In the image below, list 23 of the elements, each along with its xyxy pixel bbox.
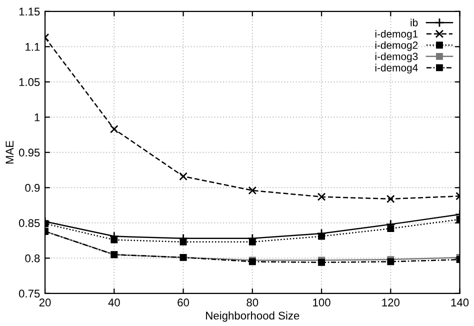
x-tick-label: 60 [178, 298, 190, 306]
x-tick-label: 20 [39, 298, 51, 306]
y-tick-label: 0.85 [18, 219, 40, 228]
y-tick-label: 0.9 [25, 184, 40, 192]
y-tick-label: 0.75 [18, 290, 40, 298]
x-tick-label: 100 [313, 298, 330, 306]
y-tick-label: 0.8 [25, 254, 40, 262]
y-tick-label: 0.95 [18, 148, 40, 157]
legend-label: i-demog2 [375, 41, 418, 51]
legend-label: i-demog3 [375, 52, 418, 62]
x-axis-title: Neighborhood Size [206, 311, 300, 322]
y-tick-label: 1.15 [19, 8, 40, 16]
y-tick-label: 1.1 [26, 43, 40, 51]
legend-label: ib [410, 18, 418, 26]
y-axis-title: MAE [6, 140, 14, 164]
legend-label: i-demog4 [375, 64, 418, 74]
x-tick-label: 120 [382, 298, 400, 306]
y-tick-label: 1 [34, 114, 40, 122]
x-tick-label: 140 [451, 298, 469, 306]
x-tick-label: 40 [108, 298, 120, 306]
legend-label: i-demog1 [375, 30, 418, 40]
y-tick-label: 1.05 [19, 78, 40, 86]
x-tick-label: 80 [246, 298, 258, 306]
